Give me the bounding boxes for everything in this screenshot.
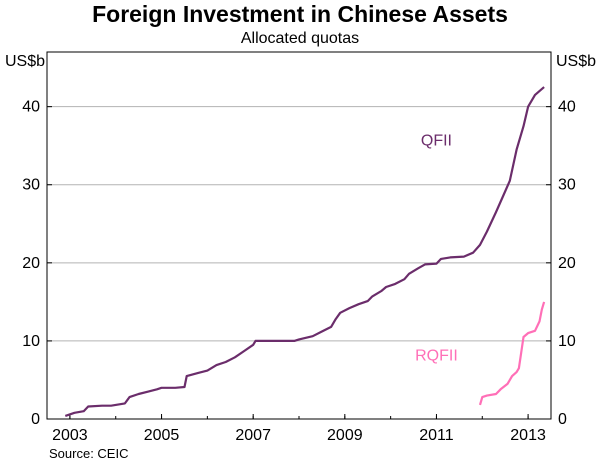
x-tick-label: 2011 [419,427,454,444]
y-tick-label-right: 0 [558,411,567,428]
chart-title: Foreign Investment in Chinese Assets [92,1,508,27]
y-tick-label-left: 20 [22,255,40,272]
y-tick-label-left: 10 [22,333,40,350]
x-tick-label: 2003 [52,427,88,444]
x-tick-label: 2009 [327,427,363,444]
series-lines [64,86,546,417]
series-labels: QFII RQFII [415,133,458,365]
y-tick-label-right: 40 [558,99,576,116]
source-note: Source: CEIC [49,446,128,461]
series-label-qfii: QFII [421,133,452,150]
plot-frame [46,51,552,420]
x-tick-label: 2007 [235,427,271,444]
y-tick-label-left: 30 [22,177,40,194]
chart-subtitle: Allocated quotas [241,30,359,47]
x-axis-ticks: 2003 2005 2007 2009 2011 2013 [52,414,546,444]
y-tick-label-right: 10 [558,333,576,350]
y-tick-label-left: 0 [31,411,40,428]
series-line-qfii [64,86,545,417]
series-line-rqfii [478,301,546,406]
y-tick-label-right: 30 [558,177,576,194]
series-label-rqfii: RQFII [415,347,458,364]
x-tick-label: 2013 [510,427,546,444]
y-tick-label-left: 40 [22,99,40,116]
y-axis-unit-right: US$b [556,53,596,70]
y-axis-ticks: 0 0 10 10 20 20 30 30 40 40 [22,99,576,428]
gridlines [47,106,551,342]
x-tick-label: 2005 [144,427,180,444]
y-tick-label-right: 20 [558,255,576,272]
y-axis-unit-left: US$b [5,53,45,70]
